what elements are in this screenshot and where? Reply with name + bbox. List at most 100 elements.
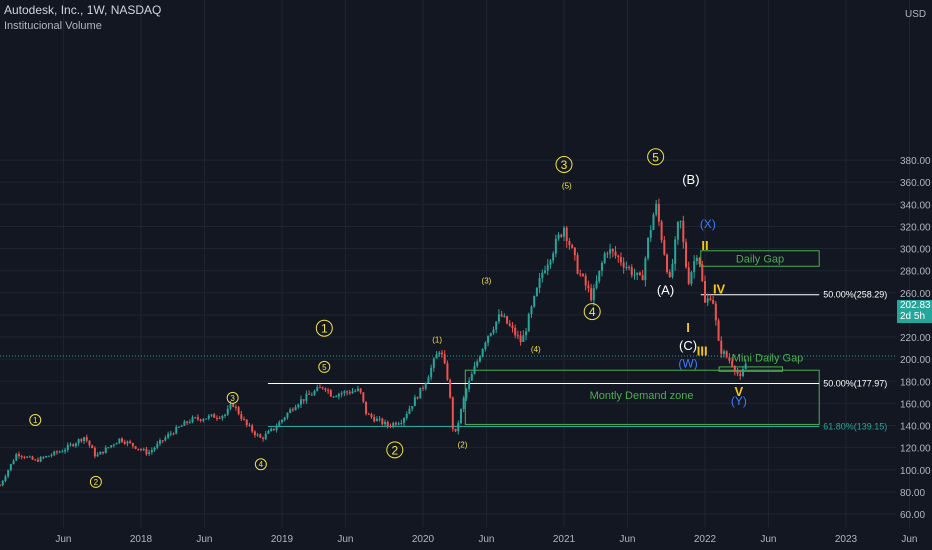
candle-body xyxy=(188,421,191,423)
candle-body xyxy=(327,390,330,392)
candle-body xyxy=(405,413,408,419)
candle-body xyxy=(411,406,414,409)
candle-body xyxy=(676,221,679,240)
candle-body xyxy=(77,439,80,444)
candle-body xyxy=(226,408,229,415)
candle-body xyxy=(291,409,294,411)
candle-body xyxy=(278,422,281,427)
y-tick-label: 160.00 xyxy=(900,399,931,410)
wave-label: 1 xyxy=(33,416,38,425)
candle-body xyxy=(191,417,194,422)
candle-body xyxy=(392,422,395,427)
candle-body xyxy=(99,451,102,455)
candle-body xyxy=(576,255,579,274)
candle-body xyxy=(359,388,362,393)
candle-body xyxy=(91,445,94,449)
candle-body xyxy=(207,415,210,419)
candle-body xyxy=(262,437,265,439)
candle-body xyxy=(83,437,86,442)
candle-body xyxy=(497,314,500,322)
candle-body xyxy=(473,366,476,374)
wave-label: V xyxy=(735,384,744,399)
candle-body xyxy=(267,430,270,434)
candle-body xyxy=(568,240,571,246)
candle-body xyxy=(701,264,704,281)
bar-countdown: 2d 5h xyxy=(900,311,926,322)
candle-body xyxy=(378,418,381,420)
candle-body xyxy=(36,459,39,462)
candle-body xyxy=(424,383,427,389)
wave-label-circle xyxy=(315,319,333,337)
candle-body xyxy=(72,444,75,447)
candle-body xyxy=(611,249,614,252)
candle-body xyxy=(603,253,606,263)
candle-body xyxy=(725,351,728,358)
candle-body xyxy=(177,426,180,428)
candle-body xyxy=(299,399,302,405)
fib-level-label: 50.00%(177.97) xyxy=(823,379,887,389)
y-tick-label: 360.00 xyxy=(900,178,931,189)
candle-body xyxy=(476,361,479,367)
y-tick-label: 340.00 xyxy=(900,200,931,211)
candle-body xyxy=(343,391,346,394)
candle-body xyxy=(519,335,522,343)
candle-body xyxy=(579,273,582,275)
candle-body xyxy=(142,449,145,451)
candle-body xyxy=(202,419,205,421)
candle-body xyxy=(386,421,389,426)
candle-body xyxy=(112,444,115,446)
candle-body xyxy=(335,396,338,398)
candle-body xyxy=(432,358,435,368)
wave-label: 4 xyxy=(589,305,596,319)
candle-body xyxy=(394,422,397,425)
candle-body xyxy=(381,418,384,425)
candle-body xyxy=(218,417,221,419)
candle-body xyxy=(525,331,528,336)
candle-body xyxy=(544,270,547,273)
candle-body xyxy=(560,234,563,237)
y-tick-label: 280.00 xyxy=(900,267,931,278)
candle-body xyxy=(506,316,509,324)
candle-body xyxy=(283,417,286,420)
y-tick-label: 140.00 xyxy=(900,422,931,433)
candle-body xyxy=(454,428,457,432)
candle-body xyxy=(61,451,64,453)
candle-body xyxy=(175,426,178,434)
candle-body xyxy=(685,242,688,268)
candle-body xyxy=(546,264,549,271)
candle-body xyxy=(500,314,503,317)
candle-body xyxy=(286,412,289,418)
chart-title: Autodesk, Inc., 1W, NASDAQ xyxy=(4,3,162,17)
candle-body xyxy=(264,433,267,439)
x-tick-label: 2018 xyxy=(130,534,153,545)
candle-body xyxy=(636,272,639,275)
candle-body xyxy=(115,442,118,445)
candle-body xyxy=(573,247,576,256)
candle-body xyxy=(356,388,359,391)
candle-body xyxy=(256,434,259,436)
candle-body xyxy=(66,444,69,450)
candle-body xyxy=(131,443,134,447)
candle-body xyxy=(110,445,113,448)
currency-label: USD xyxy=(905,9,926,20)
candle-body xyxy=(440,352,443,355)
candle-body xyxy=(373,417,376,422)
candle-body xyxy=(164,437,167,441)
candle-body xyxy=(481,349,484,357)
wave-label: (B) xyxy=(682,172,699,187)
candle-body xyxy=(408,408,411,414)
candle-body xyxy=(153,447,156,450)
candle-body xyxy=(251,425,254,432)
candle-body xyxy=(332,396,335,398)
candle-body xyxy=(427,377,430,384)
candle-body xyxy=(215,417,218,419)
candle-body xyxy=(321,387,324,389)
candle-body xyxy=(527,314,530,332)
x-tick-label: 2020 xyxy=(412,534,435,545)
candle-body xyxy=(693,261,696,273)
candle-body xyxy=(232,404,235,407)
candle-body xyxy=(224,414,227,416)
candle-body xyxy=(259,434,262,438)
candle-body xyxy=(609,249,612,254)
